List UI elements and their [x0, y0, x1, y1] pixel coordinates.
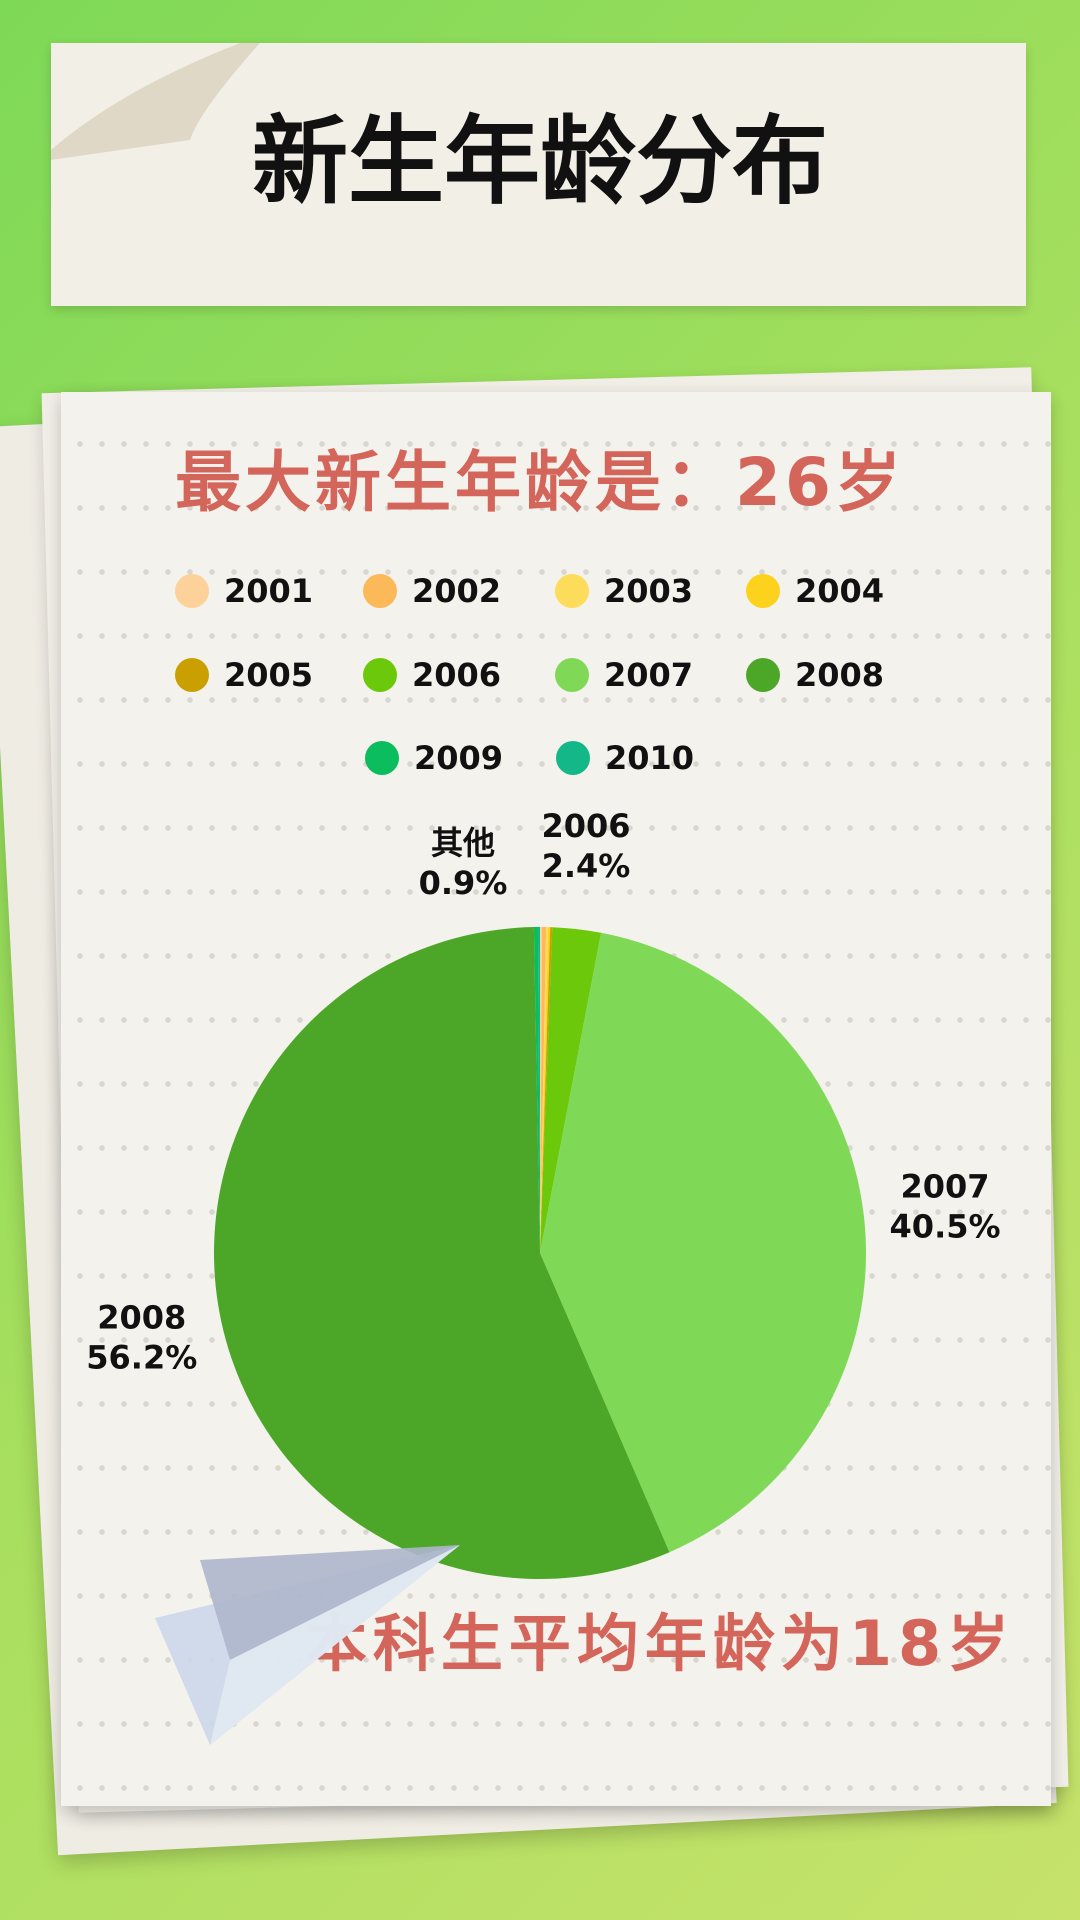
legend-swatch	[363, 658, 397, 692]
data-label: 2008	[97, 1298, 186, 1336]
pie-slice	[540, 927, 602, 1253]
legend-label: 2001	[224, 572, 313, 610]
pie-slice	[537, 927, 540, 1253]
legend-label: 2004	[795, 572, 884, 610]
data-label: 2.4%	[542, 847, 631, 885]
legend-label: 2007	[604, 656, 693, 694]
legend-swatch	[175, 658, 209, 692]
tape-fold	[51, 43, 260, 160]
legend-label: 2006	[412, 656, 501, 694]
paper-plane	[155, 1545, 460, 1745]
legend-label: 2005	[224, 656, 313, 694]
data-label: 0.9%	[419, 864, 508, 902]
legend-label: 2010	[605, 739, 694, 777]
legend-label: 2008	[795, 656, 884, 694]
legend-label: 2009	[414, 739, 503, 777]
data-label: 其他	[431, 824, 495, 862]
subtitle: 最大新生年龄是：26岁	[175, 444, 905, 521]
legend-label: 2002	[412, 572, 501, 610]
legend-swatch	[746, 574, 780, 608]
data-label: 2006	[541, 807, 630, 845]
legend-swatch	[175, 574, 209, 608]
data-label: 56.2%	[86, 1338, 197, 1376]
pie-slice	[540, 927, 549, 1253]
chart-title: 新生年龄分布	[252, 105, 828, 217]
pie-slice	[540, 927, 551, 1253]
legend-label: 2003	[604, 572, 693, 610]
pie-slice	[540, 932, 867, 1553]
legend-swatch	[363, 574, 397, 608]
data-label: 2007	[901, 1167, 990, 1205]
legend-swatch	[555, 658, 589, 692]
legend-swatch	[365, 741, 399, 775]
data-label: 40.5%	[890, 1207, 1001, 1245]
pie-slice	[540, 927, 543, 1253]
pie-slice	[533, 927, 540, 1253]
legend-swatch	[746, 658, 780, 692]
pie-slice	[540, 927, 547, 1253]
footnote: 本科生平均年龄为18岁	[305, 1607, 1015, 1680]
pie-slice	[214, 927, 670, 1579]
pie-slice	[540, 927, 553, 1253]
legend-swatch	[555, 574, 589, 608]
legend-swatch	[556, 741, 590, 775]
